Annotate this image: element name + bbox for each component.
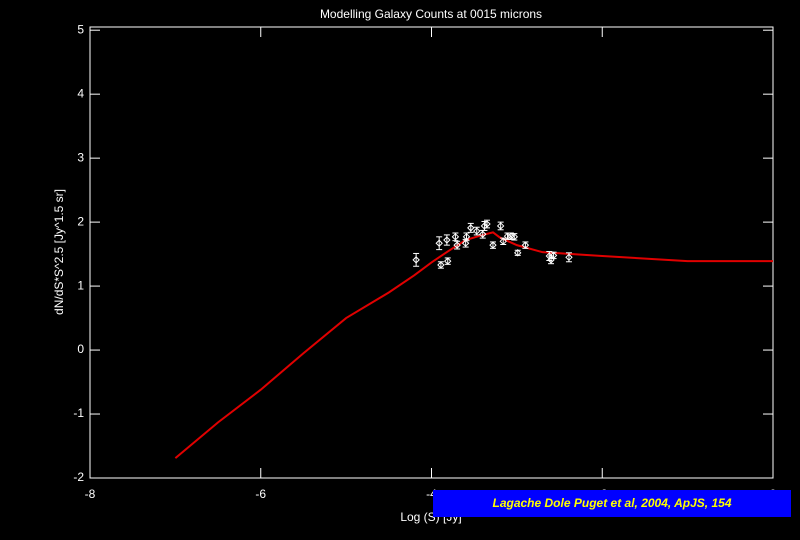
model-line bbox=[174, 231, 773, 459]
point-marker bbox=[565, 253, 573, 262]
data-point bbox=[443, 234, 451, 246]
banner-box bbox=[433, 490, 791, 517]
y-tick-label: 2 bbox=[77, 214, 84, 228]
point-marker bbox=[496, 222, 505, 230]
point-marker bbox=[412, 256, 420, 264]
data-point bbox=[521, 241, 530, 249]
y-tick-label: 4 bbox=[77, 86, 84, 100]
x-tick-label: -6 bbox=[255, 487, 266, 501]
data-point bbox=[473, 226, 481, 236]
point-marker bbox=[514, 249, 522, 257]
y-tick-label: 1 bbox=[77, 278, 84, 292]
data-point bbox=[437, 261, 445, 269]
point-marker bbox=[479, 230, 487, 238]
point-marker bbox=[443, 236, 451, 244]
point-marker bbox=[510, 233, 519, 241]
data-point bbox=[412, 252, 420, 267]
point-marker bbox=[467, 224, 475, 232]
data-point bbox=[565, 252, 573, 263]
data-point bbox=[499, 237, 507, 246]
point-marker bbox=[451, 233, 460, 241]
point-marker bbox=[521, 241, 530, 249]
data-point bbox=[549, 251, 558, 260]
data-point bbox=[467, 222, 475, 233]
point-marker bbox=[499, 237, 507, 246]
point-marker bbox=[473, 227, 481, 235]
point-marker bbox=[547, 256, 555, 264]
y-axis-label: dN/dS*S^2.5 [Jy^1.5 sr] bbox=[52, 189, 66, 315]
point-marker bbox=[444, 257, 452, 265]
point-marker bbox=[483, 220, 491, 228]
data-point bbox=[462, 232, 471, 242]
point-marker bbox=[549, 251, 558, 260]
data-point bbox=[510, 233, 519, 241]
x-tick-label: -4 bbox=[426, 487, 437, 501]
y-tick-label: 3 bbox=[77, 150, 84, 164]
marks bbox=[174, 219, 773, 459]
y-tick-label: -2 bbox=[73, 470, 84, 484]
y-tick-label: -1 bbox=[73, 406, 84, 420]
plot-frame bbox=[89, 26, 774, 479]
chart-title: Modelling Galaxy Counts at 0015 microns bbox=[320, 7, 542, 21]
data-point bbox=[483, 219, 491, 229]
data-point bbox=[496, 221, 505, 231]
data-point bbox=[514, 249, 522, 257]
point-marker bbox=[453, 241, 461, 249]
y-tick-label: 0 bbox=[77, 342, 84, 356]
banner: Lagache Dole Puget et al, 2004, ApJS, 15… bbox=[433, 490, 791, 517]
point-marker bbox=[435, 239, 443, 247]
banner-text: Lagache Dole Puget et al, 2004, ApJS, 15… bbox=[493, 496, 732, 510]
point-marker bbox=[462, 233, 471, 241]
data-point bbox=[451, 232, 460, 242]
data-point bbox=[444, 257, 452, 265]
data-point bbox=[489, 241, 497, 249]
point-marker bbox=[437, 261, 445, 269]
point-marker bbox=[489, 241, 497, 249]
x-tick-label: -8 bbox=[85, 487, 96, 501]
point-marker bbox=[461, 239, 470, 247]
data-point bbox=[453, 240, 461, 250]
data-point bbox=[435, 236, 443, 251]
y-tick-label: 5 bbox=[77, 22, 84, 36]
